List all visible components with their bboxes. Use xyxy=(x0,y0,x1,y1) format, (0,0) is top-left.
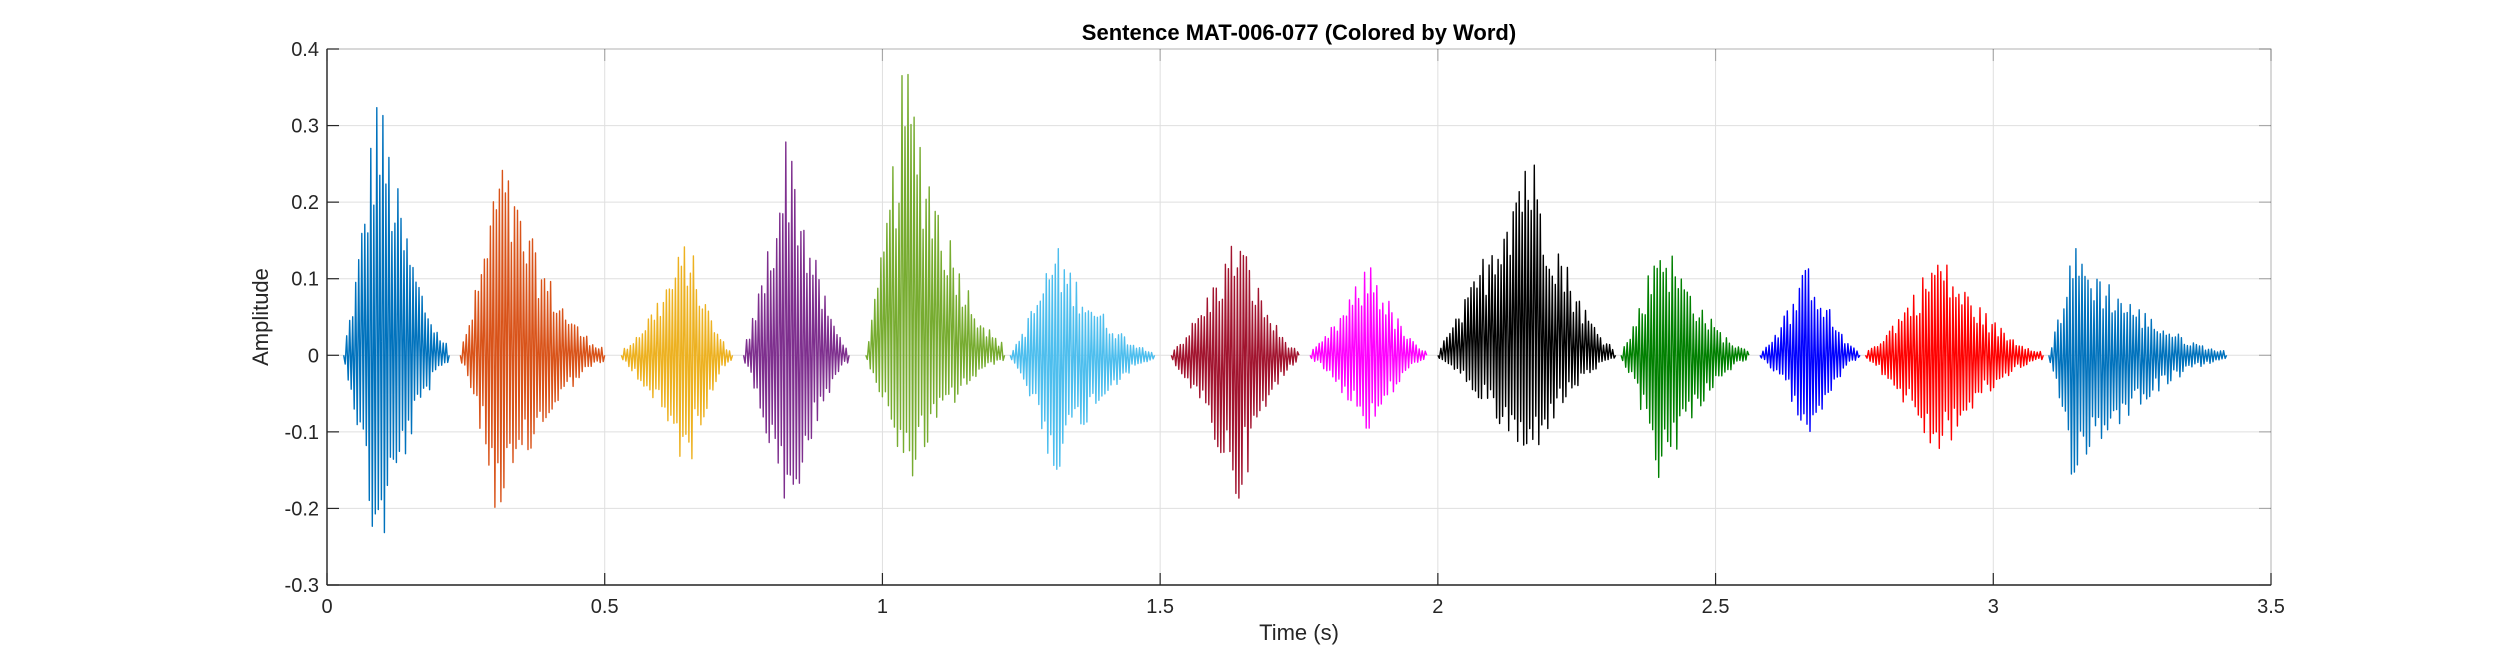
x-tick-label: 1 xyxy=(877,596,888,618)
x-tick-label: 2.5 xyxy=(1702,596,1730,618)
y-tick-label: 0.1 xyxy=(291,269,319,291)
word-segment-waveform-10 xyxy=(1620,255,1750,479)
y-tick-label: 0.2 xyxy=(291,192,319,214)
y-tick-label: 0 xyxy=(308,345,319,367)
y-tick-labels: -0.3 -0.2 -0.1 0 0.1 0.2 0.3 0.4 xyxy=(285,39,319,597)
y-tick-label: -0.3 xyxy=(285,575,319,597)
y-tick-label: -0.2 xyxy=(285,498,319,520)
x-axis-label: Time (s) xyxy=(1259,620,1339,645)
y-tick-label: 0.4 xyxy=(291,39,319,61)
word-segment-waveform-6 xyxy=(1009,248,1156,470)
word-segment-waveform-11 xyxy=(1759,268,1861,433)
x-tick-label: 3.5 xyxy=(2257,596,2285,618)
word-segment-waveform-4 xyxy=(742,141,850,499)
x-tick-label: 0 xyxy=(321,596,332,618)
x-tick-label: 1.5 xyxy=(1146,596,1174,618)
word-segment-waveform-3 xyxy=(620,246,734,460)
word-segment-waveform-7 xyxy=(1170,245,1300,499)
y-tick-label: 0.3 xyxy=(291,116,319,138)
word-segment-waveform-12 xyxy=(1864,264,2044,450)
word-segment-waveform-5 xyxy=(865,73,1006,477)
y-axis-label: Amplitude xyxy=(248,268,273,366)
x-tick-label: 0.5 xyxy=(591,596,619,618)
x-tick-labels: 0 0.5 1 1.5 2 2.5 3 3.5 xyxy=(321,596,2284,618)
word-segment-waveform-1 xyxy=(343,107,450,534)
x-tick-label: 2 xyxy=(1432,596,1443,618)
word-segment-waveform-9 xyxy=(1437,164,1617,446)
y-tick-label: -0.1 xyxy=(285,422,319,444)
word-segment-waveform-8 xyxy=(1309,267,1428,429)
x-tick-label: 3 xyxy=(1988,596,1999,618)
word-segment-waveform-13 xyxy=(2048,248,2228,475)
word-segment-waveform-2 xyxy=(459,169,606,508)
chart-title: Sentence MAT-006-077 (Colored by Word) xyxy=(1082,20,1516,45)
axes xyxy=(326,48,2272,586)
series-layer xyxy=(343,73,2228,534)
